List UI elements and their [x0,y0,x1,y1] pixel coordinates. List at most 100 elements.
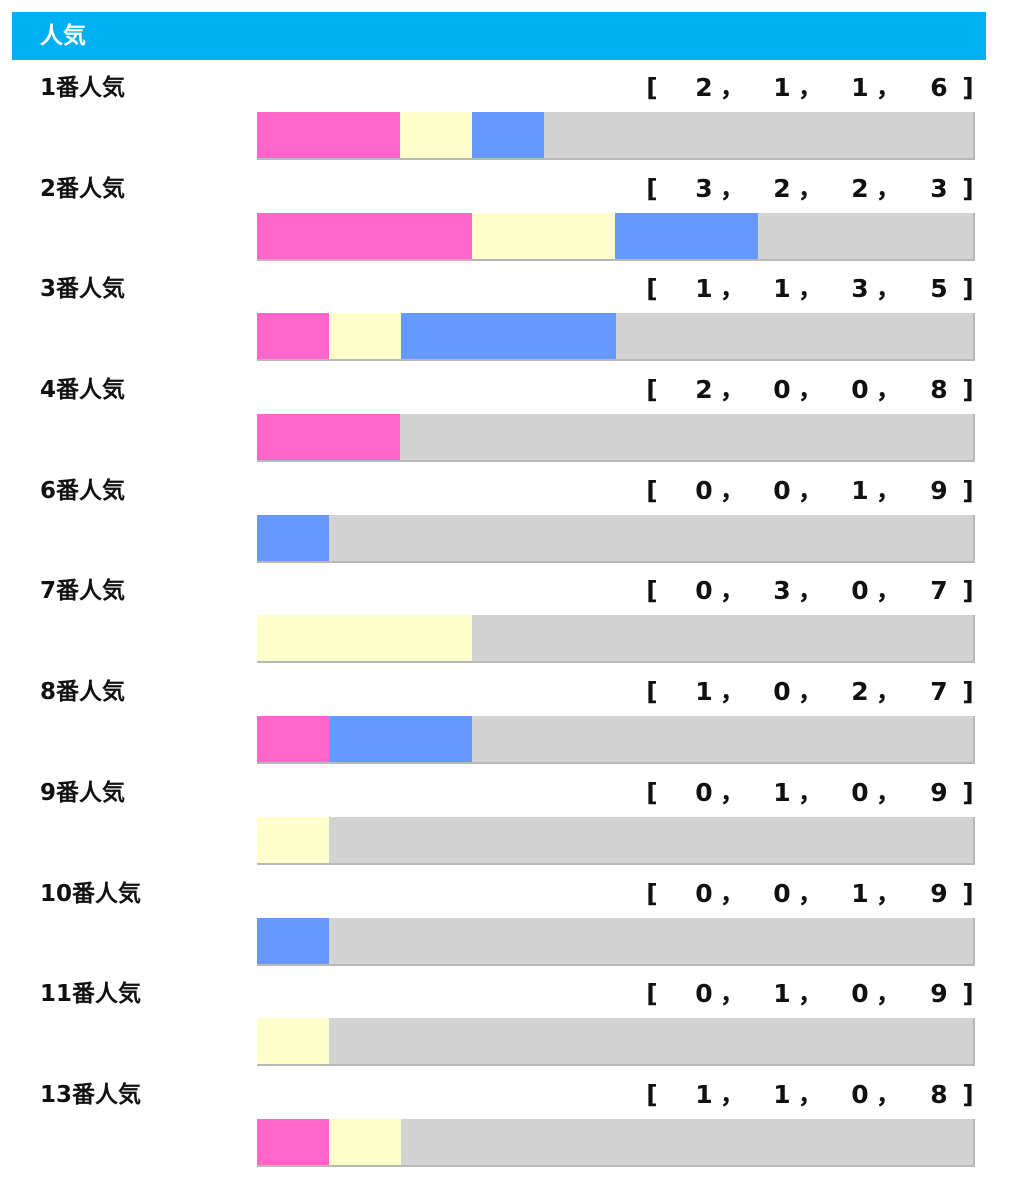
stacked-bar [257,414,975,463]
stat-value: 1 [851,73,869,102]
chart-row: 7番人気[0， 3， 0， 7] [0,565,1024,666]
stat-value: 0 [773,375,791,405]
chart-row: 10番人気[0， 0， 1， 9] [0,868,1024,969]
stat-bracket-open: [ [646,73,658,102]
stat-record: [2， 0， 0， 8] [640,372,980,408]
stat-record: [0， 1， 0， 9] [640,976,980,1012]
stat-separator: ， [876,173,902,203]
stat-bracket-close: ] [962,677,974,707]
row-label: 11番人気 [40,981,142,1008]
stat-separator: ， [876,475,902,505]
stat-value: 0 [695,878,713,908]
stat-record: [0， 1， 0， 9] [640,775,980,811]
stat-value: 2 [851,677,869,707]
stat-value: 0 [695,777,713,807]
stat-value: 1 [773,73,791,102]
chart-row: 4番人気[2， 0， 0， 8] [0,364,1024,465]
bar-segment [401,313,616,360]
row-label: 10番人気 [40,880,142,907]
stat-bracket-open: [ [646,375,658,405]
stat-separator: ， [876,375,902,405]
stat-record: [0， 0， 1， 9] [640,473,980,509]
stat-bracket-open: [ [646,1079,658,1109]
stat-separator: ， [876,576,902,606]
chart-row: 6番人気 [0， 0， 1， 9] [0,465,1024,566]
stat-record: [0， 3， 0， 7] [640,573,980,609]
bar-segment [257,917,329,964]
stat-value: 3 [851,274,869,304]
stat-value: 7 [930,576,948,606]
stat-bracket-open: [ [646,677,658,707]
stat-separator: ， [798,475,824,505]
chart-row: 9番人気[0， 1， 0， 9] [0,767,1024,868]
stat-value: 0 [851,1079,869,1109]
row-label: 4番人気 [40,377,126,404]
stacked-bar [257,1018,975,1067]
stat-value: 1 [695,677,713,707]
chart-row: 13番人気[1， 1， 0， 8] [0,1069,1024,1170]
stacked-bar [257,816,975,865]
stat-separator: ， [798,274,824,304]
chart-row: 11番人気[0， 1， 0， 9] [0,968,1024,1069]
stacked-bar [257,313,975,362]
stat-separator: ， [876,677,902,707]
stat-bracket-open: [ [646,274,658,304]
stat-bracket-close: ] [962,73,974,102]
stat-value: 1 [851,878,869,908]
stat-bracket-close: ] [962,475,974,505]
stat-value: 7 [930,677,948,707]
bar-segment [257,615,472,662]
stat-value: 3 [930,173,948,203]
row-label: 6番人気 [40,477,126,504]
stat-bracket-open: [ [646,475,658,505]
stat-value: 0 [773,677,791,707]
stat-value: 0 [851,375,869,405]
stat-value: 1 [695,274,713,304]
stat-separator: ， [720,677,746,707]
row-label: 1番人気 [40,75,126,101]
bar-segment [400,112,472,158]
bar-segment [257,716,329,763]
bar-segment [257,1118,329,1165]
row-label: 3番人気 [40,276,126,303]
stat-separator: ， [798,979,824,1009]
bar-segment [257,414,400,461]
stat-value: 9 [930,777,948,807]
chart-row: 2番人気[3， 2， 2， 3] [0,163,1024,264]
stat-separator: ， [798,73,824,102]
stat-bracket-close: ] [962,173,974,203]
chart-row: 8番人気[1， 0， 2， 7] [0,666,1024,767]
stat-value: 2 [695,375,713,405]
stat-value: 0 [773,475,791,505]
popularity-chart: 1番人気[2， 1， 1， 6] 2番人気[3， 2， 2， 3] 3番人気[1， 1， 3， 5] 4… [0,62,1024,1170]
stat-separator: ， [720,73,746,102]
stat-value: 2 [773,173,791,203]
stacked-bar [257,112,975,160]
stat-value: 8 [930,1079,948,1109]
bar-segment [257,816,329,863]
stacked-bar [257,1118,975,1167]
bar-segment [329,1118,401,1165]
stat-bracket-open: [ [646,576,658,606]
stat-value: 1 [773,274,791,304]
bar-segment [615,212,758,259]
stat-value: 0 [695,576,713,606]
stat-separator: ， [720,1079,746,1109]
bar-segment [329,313,401,360]
row-label: 8番人気 [40,679,126,706]
chart-row: 3番人気[1， 1， 3， 5] [0,263,1024,364]
bar-segment [329,716,472,763]
stat-value: 2 [851,173,869,203]
stat-value: 8 [930,375,948,405]
stat-separator: ， [798,677,824,707]
stat-bracket-open: [ [646,979,658,1009]
stat-value: 0 [851,979,869,1009]
stat-separator: ， [720,274,746,304]
stat-separator: ， [798,878,824,908]
stat-value: 0 [851,777,869,807]
stat-record: [3， 2， 2， 3] [640,171,980,207]
stat-value: 1 [851,475,869,505]
stat-separator: ， [720,173,746,203]
bar-segment [472,112,544,158]
stat-separator: ， [876,1079,902,1109]
